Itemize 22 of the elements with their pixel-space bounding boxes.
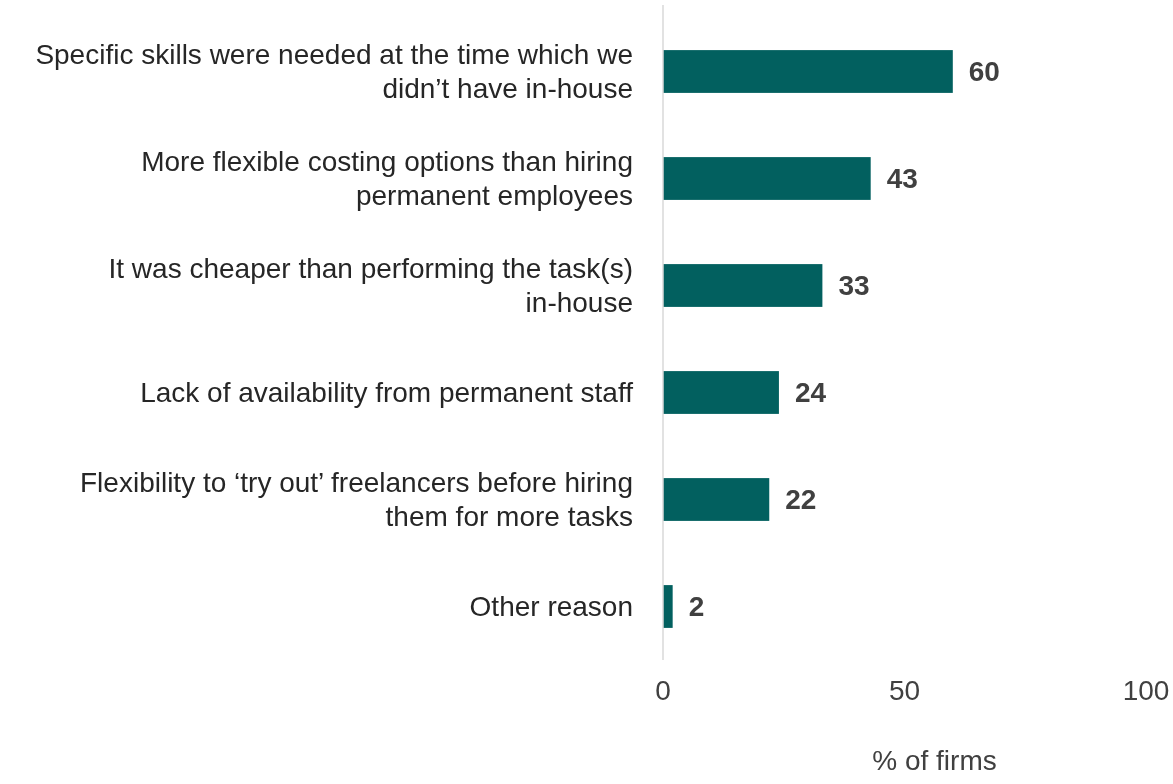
data-label: 60 — [968, 56, 1000, 88]
bar — [663, 264, 823, 307]
x-axis-title: % of firms — [872, 745, 997, 776]
data-label: 33 — [838, 270, 870, 302]
x-tick-label: 50 — [888, 675, 921, 706]
y-tick-label: Lack of availability from permanent staff — [140, 377, 634, 409]
bar — [663, 157, 871, 200]
y-tick-label: Specific skills were needed at the time which we didn’t have in-house — [35, 39, 633, 105]
bar — [663, 371, 779, 414]
y-tick-label: It was cheaper than performing the task(s) in-house — [108, 253, 633, 319]
data-label: 2 — [688, 591, 705, 623]
y-tick-label: Flexibility to ‘try out’ freelancers before hiring them for more tasks — [80, 467, 633, 533]
y-tick-label: More flexible costing options than hiring permanent employees — [141, 146, 633, 212]
data-label: 22 — [785, 484, 817, 516]
data-label: 24 — [794, 377, 827, 409]
bar — [663, 478, 770, 521]
x-tick-label: 100 — [1122, 675, 1170, 706]
y-tick-label: Other reason — [469, 591, 633, 623]
bar — [663, 50, 953, 93]
x-tick-label: 0 — [655, 675, 671, 706]
bar — [663, 585, 673, 628]
data-label: 43 — [886, 163, 918, 195]
